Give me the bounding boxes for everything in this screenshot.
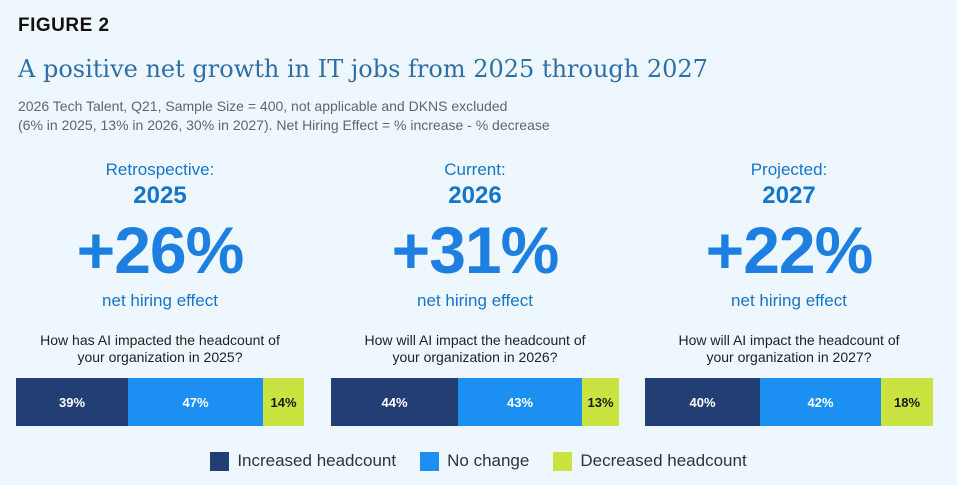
question-line-1: How will AI impact the headcount of xyxy=(678,332,900,348)
chart-subtitle: 2026 Tech Talent, Q21, Sample Size = 400… xyxy=(18,97,550,135)
net-hiring-value: +31% xyxy=(391,213,560,287)
data-label: 18% xyxy=(893,394,921,410)
segment-increased: 39% xyxy=(16,378,128,426)
stacked-bar-2027: 40% 42% 18% xyxy=(645,378,933,426)
panel-2025: Retrospective: 2025 +26% net hiring effe… xyxy=(16,160,304,365)
stacked-bar-2025: 39% 47% 14% xyxy=(16,378,304,426)
year-label: 2027 xyxy=(762,182,816,209)
legend-item-increased: Increased headcount xyxy=(210,451,396,471)
period-label: Current: xyxy=(444,160,506,179)
segment-increased: 44% xyxy=(331,378,458,426)
legend-swatch-decreased xyxy=(553,451,573,471)
stacked-bar-2026: 44% 43% 13% xyxy=(331,378,619,426)
segment-decreased: 13% xyxy=(582,378,619,426)
legend-swatch-increased xyxy=(210,451,230,471)
data-label: 13% xyxy=(587,394,614,410)
survey-question: How will AI impact the headcount of your… xyxy=(645,332,933,366)
question-line-2: your organization in 2025? xyxy=(77,349,243,365)
data-label: 40% xyxy=(689,394,716,410)
year-label: 2026 xyxy=(448,182,502,209)
legend-label: Increased headcount xyxy=(237,451,397,470)
subtitle-line-2: (6% in 2025, 13% in 2026, 30% in 2027). … xyxy=(18,117,550,133)
segment-no-change: 47% xyxy=(128,378,263,426)
net-hiring-label: net hiring effect xyxy=(102,291,218,310)
data-label: 43% xyxy=(506,394,534,410)
legend-label: Decreased headcount xyxy=(580,451,747,470)
chart-title: A positive net growth in IT jobs from 20… xyxy=(18,55,708,83)
question-line-1: How will AI impact the headcount of xyxy=(364,332,586,348)
question-line-2: your organization in 2026? xyxy=(392,349,558,365)
legend-label: No change xyxy=(447,451,530,470)
panel-2027: Projected: 2027 +22% net hiring effect H… xyxy=(645,160,933,365)
subtitle-line-1: 2026 Tech Talent, Q21, Sample Size = 400… xyxy=(18,98,508,114)
data-label: 42% xyxy=(807,394,834,410)
figure-label: FIGURE 2 xyxy=(18,15,110,36)
segment-decreased: 14% xyxy=(263,378,304,426)
segment-increased: 40% xyxy=(645,378,760,426)
net-hiring-value: +26% xyxy=(76,213,245,287)
segment-no-change: 43% xyxy=(458,378,582,426)
panel-2026: Current: 2026 +31% net hiring effect How… xyxy=(331,160,619,365)
survey-question: How will AI impact the headcount of your… xyxy=(331,332,619,366)
net-hiring-label: net hiring effect xyxy=(731,291,847,310)
year-label: 2025 xyxy=(133,182,187,209)
segment-decreased: 18% xyxy=(881,378,933,426)
legend: Increased headcount No change Decreased … xyxy=(0,451,957,471)
legend-item-decreased: Decreased headcount xyxy=(553,451,747,471)
net-hiring-label: net hiring effect xyxy=(417,291,533,310)
legend-item-no-change: No change xyxy=(420,451,529,471)
net-hiring-value: +22% xyxy=(705,213,874,287)
data-label: 44% xyxy=(381,394,408,410)
data-label: 47% xyxy=(182,394,209,410)
segment-no-change: 42% xyxy=(760,378,881,426)
period-label: Retrospective: xyxy=(105,160,215,179)
data-label: 39% xyxy=(58,394,86,410)
period-label: Projected: xyxy=(750,160,828,179)
question-line-2: your organization in 2027? xyxy=(706,349,872,365)
question-line-1: How has AI impacted the headcount of xyxy=(40,332,280,348)
legend-swatch-no-change xyxy=(420,451,440,471)
survey-question: How has AI impacted the headcount of you… xyxy=(16,332,304,366)
data-label: 14% xyxy=(270,394,297,410)
